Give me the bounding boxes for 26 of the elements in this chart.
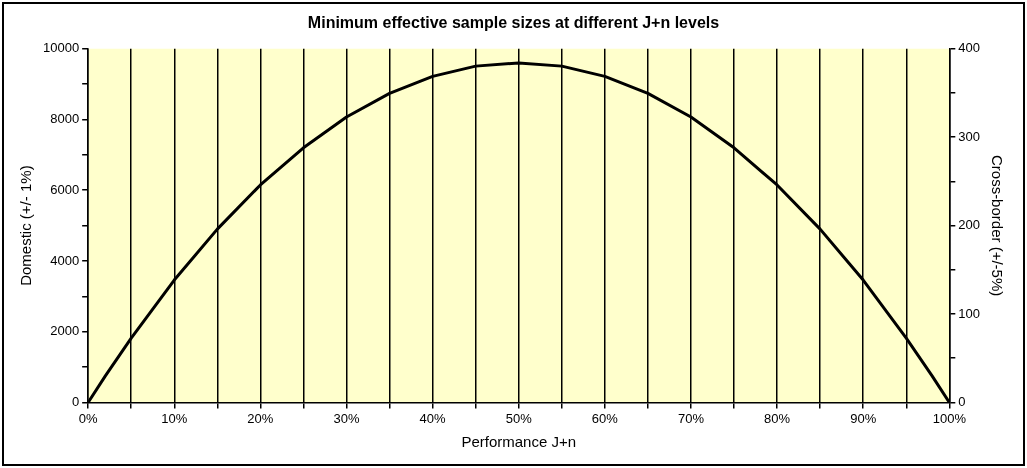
- y-tick-label: 4000: [50, 252, 80, 268]
- x-tick-label: 40%: [419, 410, 447, 426]
- y2-tick-label: 100: [958, 305, 981, 321]
- x-tick-label: 80%: [764, 410, 791, 426]
- chart-title: Minimum effective sample sizes at different J+n levels: [306, 14, 721, 32]
- x-tick-label: 60%: [591, 410, 619, 426]
- x-tick-label: 0%: [78, 410, 98, 426]
- y2-tick-label: 300: [958, 128, 981, 144]
- y2-axis-title: Cross-border (+/-5%): [988, 154, 1006, 297]
- y2-tick-label: 0: [958, 393, 966, 409]
- x-tick-label: 70%: [677, 410, 705, 426]
- y2-tick-label: 400: [958, 40, 981, 56]
- y-tick-label: 6000: [50, 181, 80, 197]
- x-tick-label: 30%: [333, 410, 360, 426]
- y-tick-label: 2000: [50, 323, 80, 339]
- x-axis-title: Performance J+n: [461, 433, 577, 451]
- x-tick-label: 100%: [932, 410, 967, 426]
- x-tick-label: 10%: [161, 410, 188, 426]
- y-axis-title: Domestic (+/- 1%): [17, 165, 35, 286]
- y2-tick-label: 200: [958, 217, 981, 233]
- x-tick-label: 20%: [247, 410, 274, 426]
- y-tick-label: 0: [71, 393, 80, 409]
- x-tick-label: 90%: [850, 410, 877, 426]
- y-tick-label: 10000: [42, 40, 80, 56]
- x-tick-label: 50%: [505, 410, 533, 426]
- y-tick-label: 8000: [50, 111, 80, 127]
